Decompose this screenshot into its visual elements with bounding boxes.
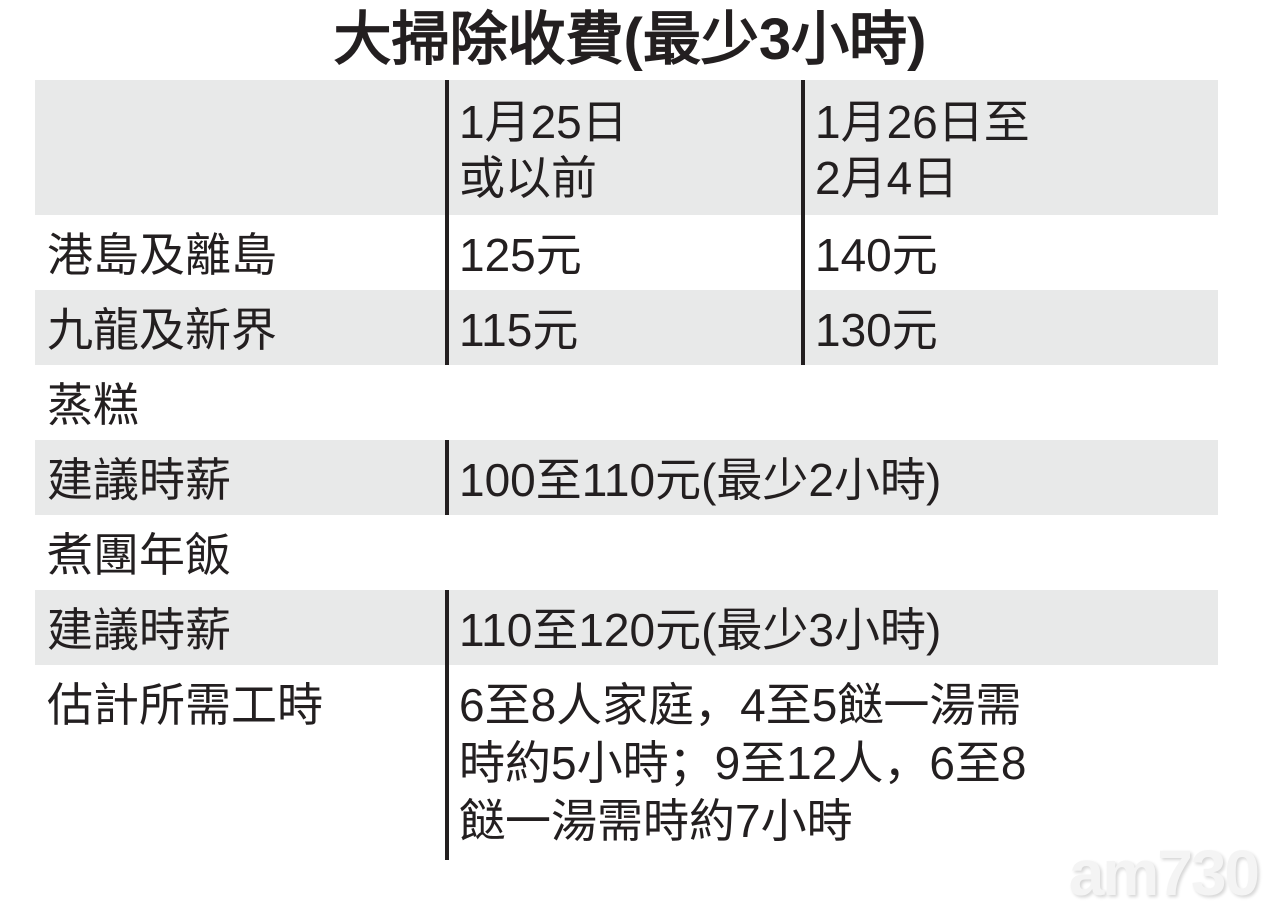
table-row: 估計所需工時 6至8人家庭，4至5餸一湯需 時約5小時；9至12人，6至8 餸一… <box>35 665 1218 860</box>
region-label: 九龍及新界 <box>47 304 277 356</box>
rate-label: 建議時薪 <box>47 454 231 506</box>
section-heading-row: 蒸糕 <box>35 365 1218 440</box>
price-after: 130元 <box>815 304 938 356</box>
section-heading: 煮團年飯 <box>47 529 231 581</box>
table-row: 建議時薪 100至110元(最少2小時) <box>35 440 1218 515</box>
hours-label: 估計所需工時 <box>47 679 323 731</box>
table-row: 九龍及新界 115元 130元 <box>35 290 1218 365</box>
watermark-logo: am730 <box>1068 837 1260 909</box>
column-divider <box>445 80 449 365</box>
price-after: 140元 <box>815 229 938 281</box>
header-after-line2: 2月4日 <box>815 152 959 204</box>
header-before-line2: 或以前 <box>459 152 597 204</box>
hours-line-3: 餸一湯需時約7小時 <box>459 795 853 847</box>
table-row: 港島及離島 125元 140元 <box>35 215 1218 290</box>
rate-label: 建議時薪 <box>47 604 231 656</box>
page-title: 大掃除收費(最少3小時) <box>333 7 927 72</box>
rate-value: 100至110元(最少2小時) <box>459 454 942 506</box>
price-before: 125元 <box>459 229 582 281</box>
column-divider <box>801 80 805 365</box>
table-row: 建議時薪 110至120元(最少3小時) <box>35 590 1218 665</box>
hours-line-1: 6至8人家庭，4至5餸一湯需 <box>459 679 1022 731</box>
hours-line-2: 時約5小時；9至12人，6至8 <box>459 737 1027 789</box>
region-label: 港島及離島 <box>47 229 277 281</box>
section-heading-row: 煮團年飯 <box>35 515 1218 590</box>
column-divider <box>445 590 449 860</box>
rate-value: 110至120元(最少3小時) <box>459 604 942 656</box>
section-heading: 蒸糕 <box>47 379 139 431</box>
header-before-line1: 1月25日 <box>459 96 628 148</box>
price-before: 115元 <box>459 304 579 356</box>
table-header-row: 1月25日 或以前 1月26日至 2月4日 <box>35 80 1218 215</box>
header-after-line1: 1月26日至 <box>815 96 1030 148</box>
column-divider <box>445 440 449 515</box>
